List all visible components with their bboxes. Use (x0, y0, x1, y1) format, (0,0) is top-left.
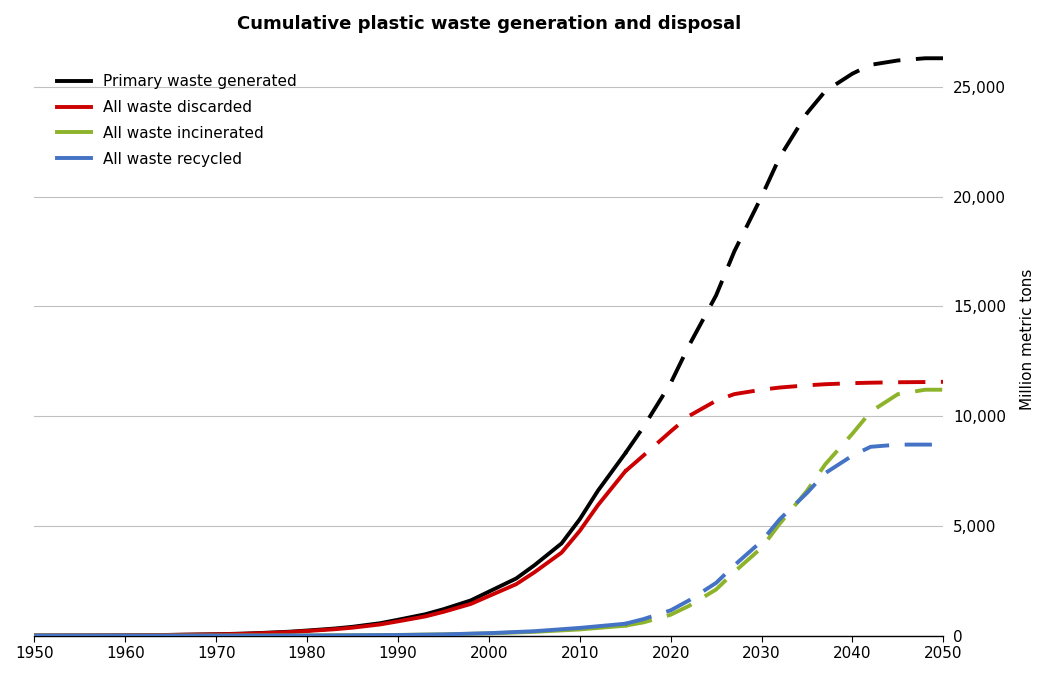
Y-axis label: Million metric tons: Million metric tons (1020, 268, 1035, 410)
Legend: Primary waste generated, All waste discarded, All waste incinerated, All waste r: Primary waste generated, All waste disca… (51, 68, 302, 172)
Title: Cumulative plastic waste generation and disposal: Cumulative plastic waste generation and … (236, 15, 741, 33)
